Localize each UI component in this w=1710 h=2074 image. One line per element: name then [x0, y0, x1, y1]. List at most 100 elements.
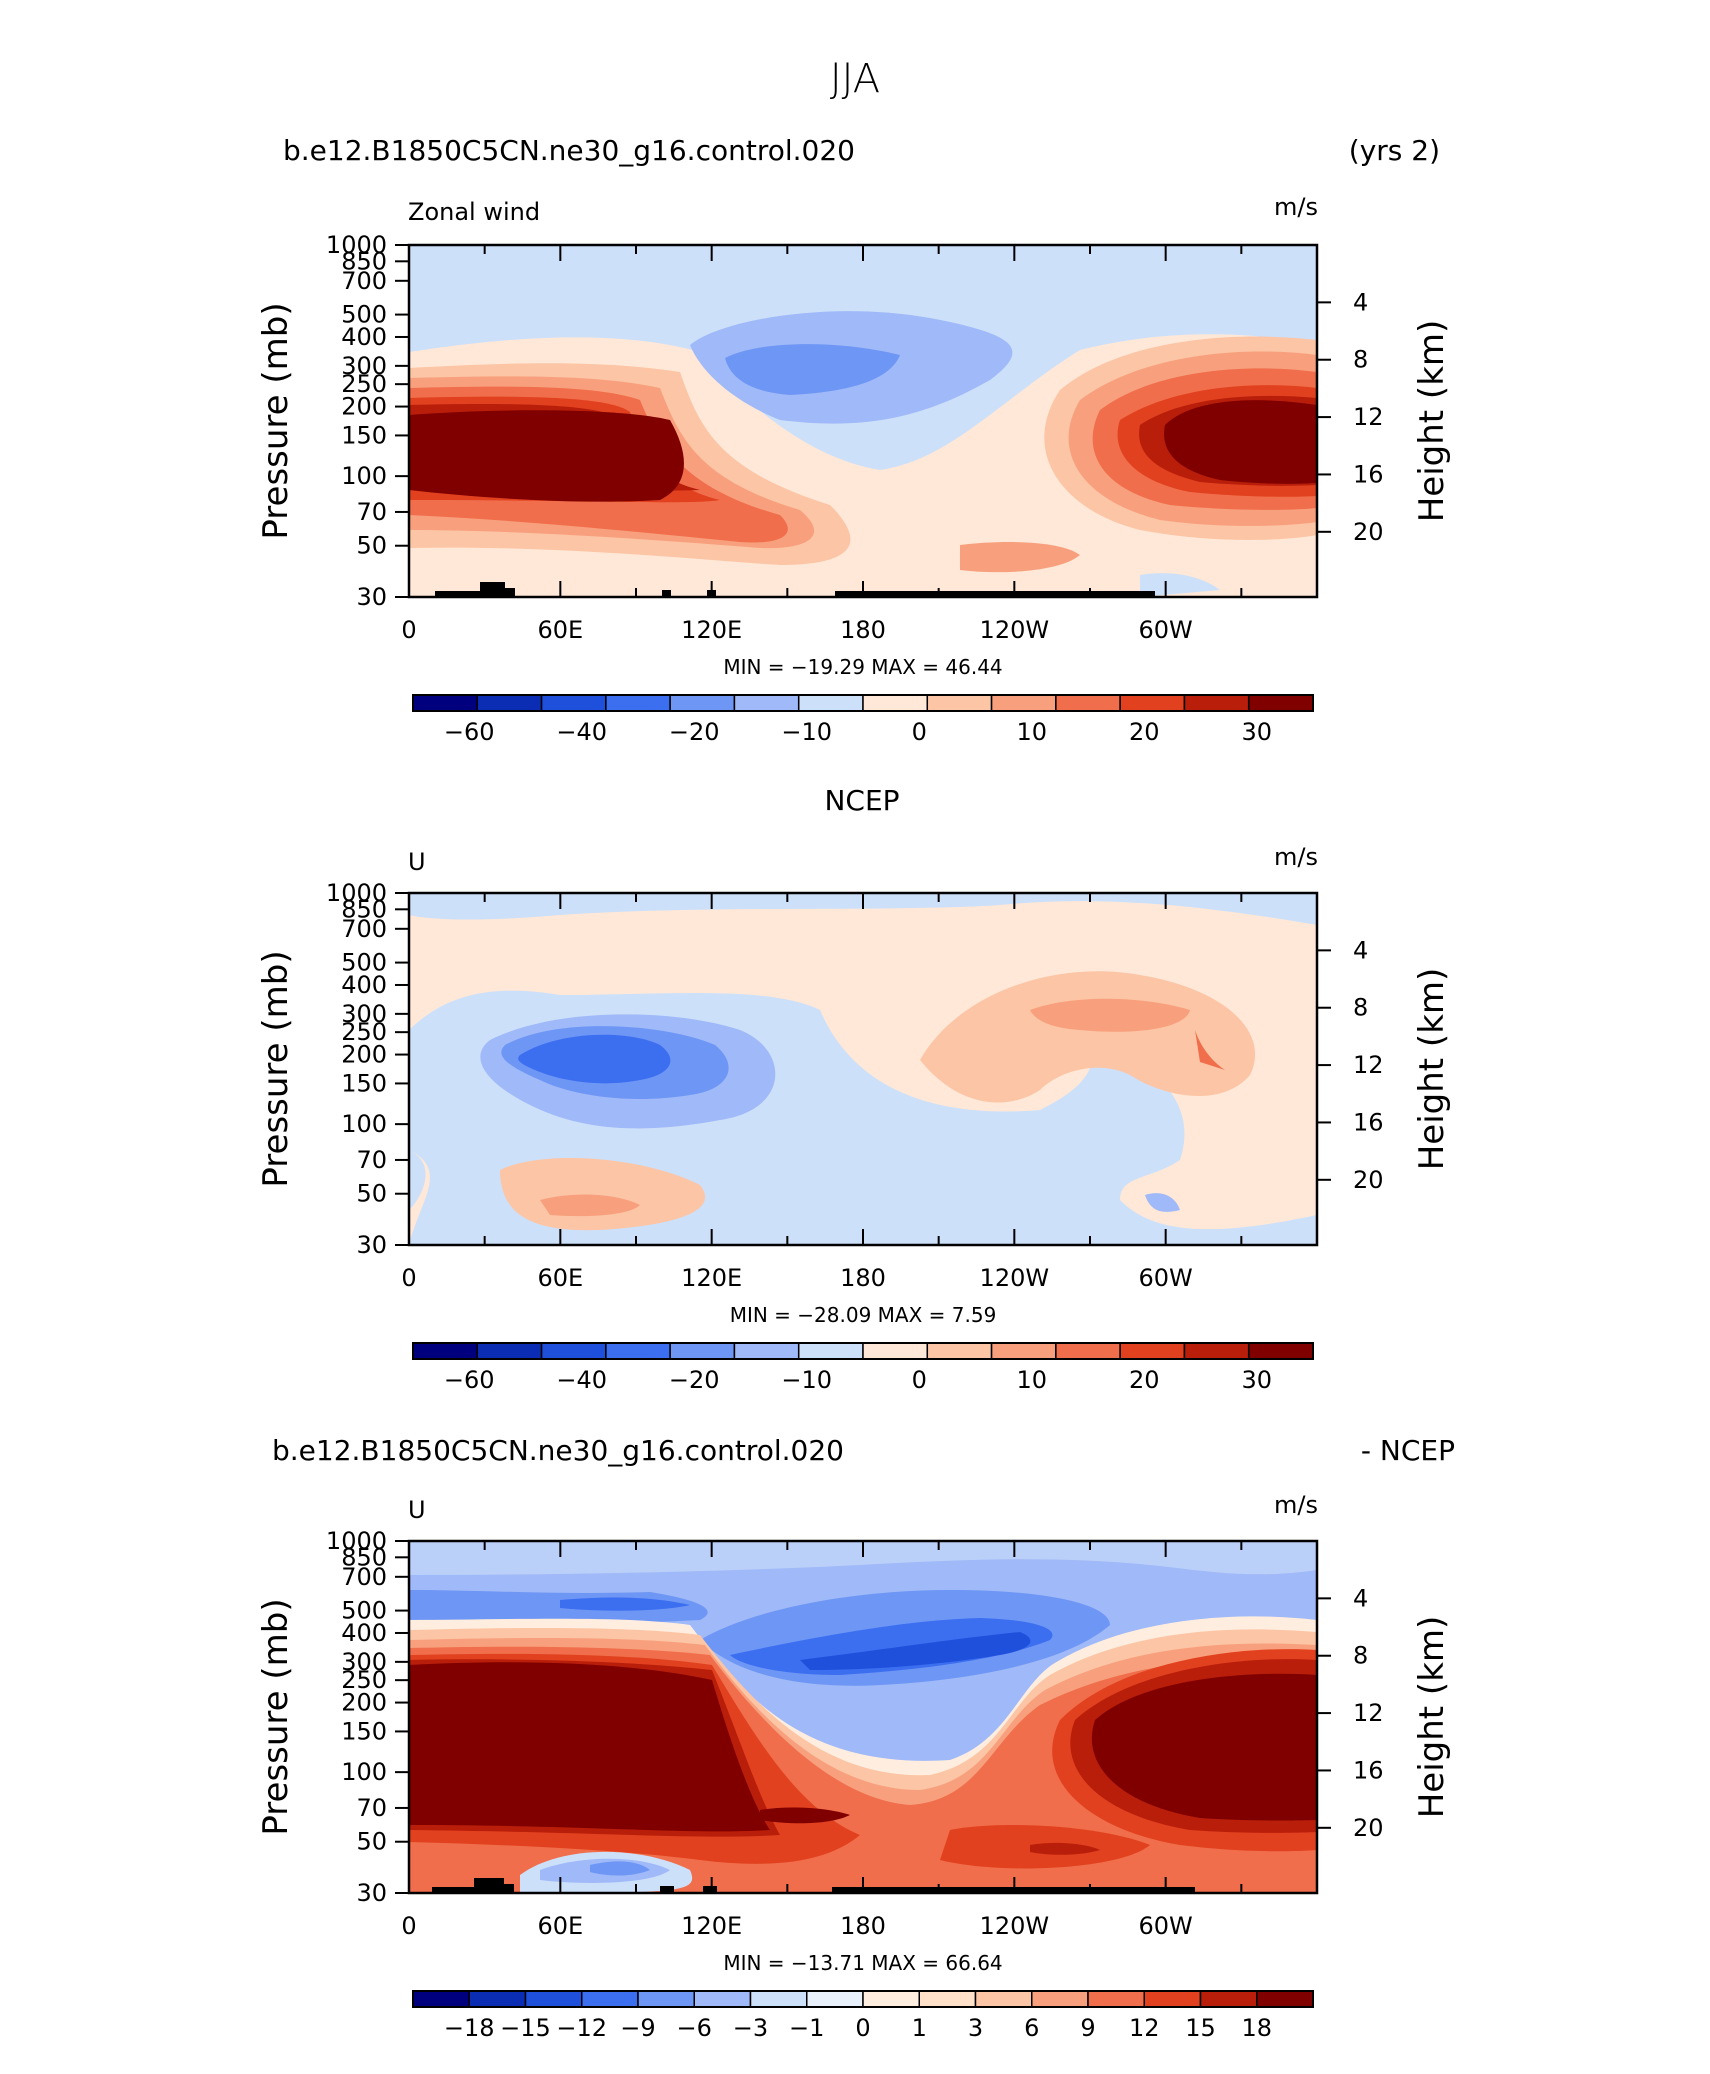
- units-label: m/s: [1274, 843, 1318, 871]
- y-tick-label: 400: [341, 971, 387, 999]
- colorbar-swatch: [1199, 1990, 1258, 2008]
- x-tick-label: 180: [840, 616, 886, 644]
- y-right-tick-label: 20: [1353, 1166, 1384, 1194]
- colorbar-swatch: [862, 694, 929, 712]
- colorbar-label: −60: [444, 718, 495, 746]
- y-right-tick-label: 12: [1353, 1051, 1384, 1079]
- units-label: m/s: [1274, 193, 1318, 221]
- y-tick-label: 70: [356, 498, 387, 526]
- x-tick-label: 180: [840, 1912, 886, 1940]
- x-tick-label: 0: [401, 616, 416, 644]
- y-tick-label: 50: [356, 1180, 387, 1208]
- colorbar-label: 18: [1241, 2014, 1272, 2042]
- panel-model: b.e12.B1850C5CN.ne30_g16.control.020 (yr…: [256, 134, 1452, 746]
- y-tick-label: 300: [341, 352, 387, 380]
- x-tick-label: 120E: [681, 1264, 742, 1292]
- colorbar-label: −60: [444, 1366, 495, 1394]
- y-right-tick-label: 12: [1353, 1699, 1384, 1727]
- colorbar-swatch: [693, 1990, 752, 2008]
- y-tick-label: 150: [341, 1069, 387, 1097]
- colorbar-frame: [412, 694, 1314, 712]
- x-axis-ticks: 0 60E 120E 180 120W 60W: [401, 245, 1318, 644]
- colorbar-label: 6: [1024, 2014, 1039, 2042]
- y-tick-label: 100: [341, 462, 387, 490]
- colorbar-swatch: [1031, 1990, 1089, 2008]
- y-right-tick-label: 8: [1353, 1642, 1368, 1670]
- colorbar-swatch: [476, 1342, 543, 1360]
- y-tick-label: 200: [341, 1689, 387, 1717]
- colorbar-label: 3: [968, 2014, 983, 2042]
- colorbar-label: −6: [677, 2014, 712, 2042]
- colorbar-label: 9: [1080, 2014, 1095, 2042]
- y-tick-label: 400: [341, 1619, 387, 1647]
- colorbar-swatch: [918, 1990, 977, 2008]
- y-tick-label: 70: [356, 1794, 387, 1822]
- y-tick-label: 1000: [326, 879, 387, 907]
- x-tick-label: 0: [401, 1264, 416, 1292]
- colorbar-swatch: [540, 1342, 607, 1360]
- colorbar-swatch: [605, 1342, 671, 1360]
- colorbar-swatch: [476, 694, 543, 712]
- x-tick-label: 0: [401, 1912, 416, 1940]
- y-right-axis-title: Height (km): [1412, 968, 1452, 1171]
- y-tick-label: 150: [341, 1717, 387, 1745]
- y-right-tick-label: 8: [1353, 346, 1368, 374]
- colorbar-label: −40: [556, 718, 607, 746]
- y-tick-label: 100: [341, 1758, 387, 1786]
- colorbar-swatch: [669, 1342, 736, 1360]
- colorbar-swatch: [1055, 1342, 1121, 1360]
- min-max-label: MIN = −13.71 MAX = 66.64: [723, 1951, 1002, 1975]
- colorbar-swatch: [1247, 1342, 1314, 1360]
- colorbar-swatch: [926, 1342, 993, 1360]
- colorbar-swatch: [797, 1342, 864, 1360]
- y-tick-label: 850: [341, 1543, 387, 1571]
- y-tick-label: 500: [341, 1597, 387, 1625]
- y-right-axis-title: Height (km): [1412, 320, 1452, 523]
- colorbar-swatch: [1247, 694, 1314, 712]
- y-tick-label: 700: [341, 267, 387, 295]
- y-tick-label: 400: [341, 323, 387, 351]
- x-tick-label: 60W: [1139, 1264, 1193, 1292]
- x-tick-label: 60E: [537, 616, 583, 644]
- x-tick-label: 60W: [1139, 616, 1193, 644]
- colorbar-swatch: [1183, 694, 1250, 712]
- colorbar-label: 10: [1016, 718, 1047, 746]
- y-tick-label: 300: [341, 1000, 387, 1028]
- y-tick-label: 300: [341, 1648, 387, 1676]
- colorbar-swatch: [412, 1990, 470, 2008]
- colorbar-swatch: [1119, 694, 1186, 712]
- y-tick-label: 200: [341, 1041, 387, 1069]
- x-tick-label: 120W: [980, 1912, 1050, 1940]
- colorbar-swatch: [1119, 1342, 1186, 1360]
- colorbar-label: −20: [669, 718, 720, 746]
- colorbar-label: 10: [1016, 1366, 1047, 1394]
- y-axis-title: Pressure (mb): [256, 1598, 296, 1835]
- x-tick-label: 120E: [681, 616, 742, 644]
- y-right-tick-label: 4: [1353, 1584, 1368, 1612]
- y-tick-label: 700: [341, 915, 387, 943]
- colorbar: −18 −15 −12 −9 −6 −3 −1 0 1 3 6 9 12 15 18: [412, 1990, 1314, 2042]
- colorbar-swatch: [862, 1342, 929, 1360]
- colorbar-swatch: [540, 694, 607, 712]
- colorbar-label: −1: [789, 2014, 824, 2042]
- panel-title-center: NCEP: [824, 784, 899, 817]
- y-right-tick-label: 12: [1353, 403, 1384, 431]
- y-tick-label: 850: [341, 895, 387, 923]
- y-tick-label: 850: [341, 247, 387, 275]
- colorbar-label: 30: [1241, 718, 1272, 746]
- panel-title-left: b.e12.B1850C5CN.ne30_g16.control.020: [272, 1434, 844, 1467]
- variable-label: U: [408, 848, 426, 876]
- colorbar-swatch: [926, 694, 993, 712]
- y-right-axis-title: Height (km): [1412, 1616, 1452, 1819]
- colorbar-swatch: [974, 1990, 1033, 2008]
- colorbar-label: −20: [669, 1366, 720, 1394]
- y-right-tick-label: 16: [1353, 1756, 1384, 1784]
- contour-field: [409, 1541, 1317, 1893]
- x-tick-label: 180: [840, 1264, 886, 1292]
- colorbar-swatch: [1087, 1990, 1145, 2008]
- variable-label: U: [408, 1496, 426, 1524]
- x-tick-label: 60E: [537, 1264, 583, 1292]
